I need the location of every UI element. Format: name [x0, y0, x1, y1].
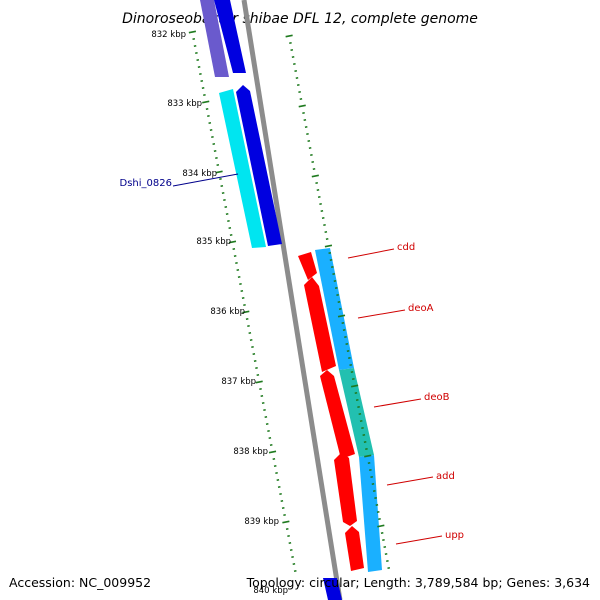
scale-label-835: 835 kbp [196, 237, 231, 247]
scale-label-834: 834 kbp [182, 169, 217, 179]
scale-label-840: 840 kbp [253, 586, 288, 596]
scale-label-838: 838 kbp [233, 447, 268, 457]
scale-label-832: 832 kbp [151, 30, 186, 40]
scale-tick-major [311, 174, 319, 178]
scale-label-836: 836 kbp [210, 307, 245, 317]
map-title: Dinoroseobacter shibae DFL 12, complete … [122, 11, 478, 27]
feature-track-teal [339, 368, 374, 457]
genome-stats-text: Topology: circular; Length: 3,789,584 bp… [246, 575, 590, 590]
gene-block-blue-top [214, 0, 246, 73]
feature-track-blue-lower [359, 455, 382, 572]
scale-tick-major [215, 170, 223, 174]
scale-tick-major [228, 240, 237, 244]
label-line-cdd [347, 248, 395, 259]
gene-deoA [304, 277, 336, 372]
gene-block-cyan [219, 89, 266, 248]
scale-label-837: 837 kbp [221, 377, 256, 387]
scale-tick-major [282, 520, 290, 524]
scale-tick-major [268, 450, 277, 454]
gene-label-add[interactable]: add [436, 471, 455, 482]
gene-block-purple [200, 0, 229, 77]
scale-ticks-right [285, 34, 391, 570]
gene-deoB [320, 370, 355, 459]
label-line-add [386, 476, 434, 486]
gene-label-upp[interactable]: upp [445, 530, 464, 541]
gene-label-deoA[interactable]: deoA [408, 303, 434, 314]
label-line-upp [395, 535, 443, 545]
label-line-dshi-0826 [172, 173, 239, 187]
gene-label-dshi-0826[interactable]: Dshi_0826 [120, 178, 172, 189]
scale-label-839: 839 kbp [244, 517, 279, 527]
accession-text: Accession: NC_009952 [9, 575, 152, 590]
scale-tick-major [364, 454, 372, 458]
gene-label-deoB[interactable]: deoB [424, 392, 450, 403]
scale-tick-major [188, 30, 197, 34]
gene-block-bottom [323, 578, 342, 600]
scale-tick-major [285, 34, 293, 38]
label-line-deoB [373, 398, 422, 408]
scale-tick-major [298, 104, 306, 108]
gene-label-cdd[interactable]: cdd [397, 242, 415, 253]
scale-tick-major [202, 100, 210, 104]
scale-tick-major [255, 380, 263, 384]
label-line-deoA [357, 309, 406, 319]
gene-cdd [298, 252, 317, 280]
scale-label-833: 833 kbp [167, 99, 202, 109]
gene-block-dshi-0826 [236, 85, 282, 246]
scale-tick-major [350, 384, 359, 388]
gene-add [334, 452, 357, 526]
scale-tick-major [377, 524, 385, 528]
scale-ticks-left [188, 30, 297, 573]
scale-tick-major [242, 310, 250, 314]
scale-tick-major [324, 244, 333, 248]
gene-upp [345, 526, 364, 571]
genome-backbone [241, 0, 343, 600]
scale-tick-major [337, 314, 346, 318]
feature-track-blue-upper [315, 248, 354, 370]
